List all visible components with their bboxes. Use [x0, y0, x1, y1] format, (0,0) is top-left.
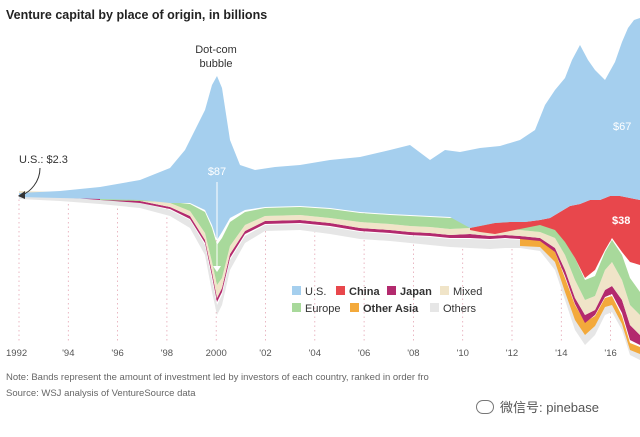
- legend-label-japan: Japan: [400, 286, 432, 298]
- x-tick-label: 1992: [6, 348, 27, 359]
- china-2016-label: $38: [612, 215, 630, 227]
- x-tick-label: '94: [62, 348, 74, 359]
- legend-swatch-other-asia: [350, 303, 359, 312]
- legend-swatch-mixed: [440, 286, 449, 295]
- band-mixed: [19, 191, 640, 335]
- legend-label-mixed: Mixed: [453, 286, 482, 298]
- legend-swatch-japan: [387, 286, 396, 295]
- source-line: Source: WSJ analysis of VentureSource da…: [6, 388, 196, 399]
- x-axis-ticks: 1992 '94 '96 '98 2000 '02 '04 '06 '08 '10 '12 '14 '1…: [6, 348, 617, 359]
- us-start-label: U.S.: $2.3: [19, 154, 68, 166]
- legend-label-europe: Europe: [305, 303, 340, 315]
- band-japan: [19, 194, 640, 345]
- band-us: [19, 18, 640, 240]
- legend-label-us: U.S.: [305, 286, 326, 298]
- peak-us-2000-label: $87: [208, 166, 226, 178]
- chart-title: Venture capital by place of origin, in b…: [6, 8, 268, 22]
- x-tick-label: '06: [358, 348, 370, 359]
- legend-label-other-asia: Other Asia: [363, 303, 419, 315]
- x-tick-label: '14: [555, 348, 567, 359]
- dotcom-label-line1: Dot-com: [195, 44, 237, 56]
- x-tick-label: '98: [161, 348, 173, 359]
- watermark-text: 微信号: pinebase: [500, 400, 599, 415]
- legend-swatch-china: [336, 286, 345, 295]
- x-tick-label: '10: [457, 348, 469, 359]
- legend-label-others: Others: [443, 303, 477, 315]
- legend-label-china: China: [349, 286, 380, 298]
- us-start-arrow-head: [18, 191, 25, 199]
- x-tick-label: '04: [309, 348, 321, 359]
- x-tick-label: '16: [604, 348, 616, 359]
- band-other-asia: [520, 238, 640, 354]
- legend-swatch-us: [292, 286, 301, 295]
- wechat-icon: [476, 400, 494, 414]
- dotcom-label-line2: bubble: [199, 58, 232, 70]
- legend-swatch-europe: [292, 303, 301, 312]
- x-tick-label: 2000: [206, 348, 227, 359]
- us-2016-label: $67: [613, 121, 631, 133]
- band-others: [19, 196, 640, 360]
- us-start-arrow: [21, 167, 41, 196]
- legend-swatch-others: [430, 303, 439, 312]
- legend: U.S. China Japan Mixed Europe Other Asia…: [292, 286, 482, 315]
- watermark: 微信号: pinebase: [476, 397, 599, 416]
- footnote: Note: Bands represent the amount of inve…: [6, 372, 429, 383]
- band-china: [470, 196, 640, 278]
- peak-marker-arrow-down: [213, 266, 221, 272]
- x-tick-label: '08: [407, 348, 419, 359]
- x-tick-label: '02: [259, 348, 271, 359]
- x-tick-label: '12: [506, 348, 518, 359]
- x-tick-label: '96: [111, 348, 123, 359]
